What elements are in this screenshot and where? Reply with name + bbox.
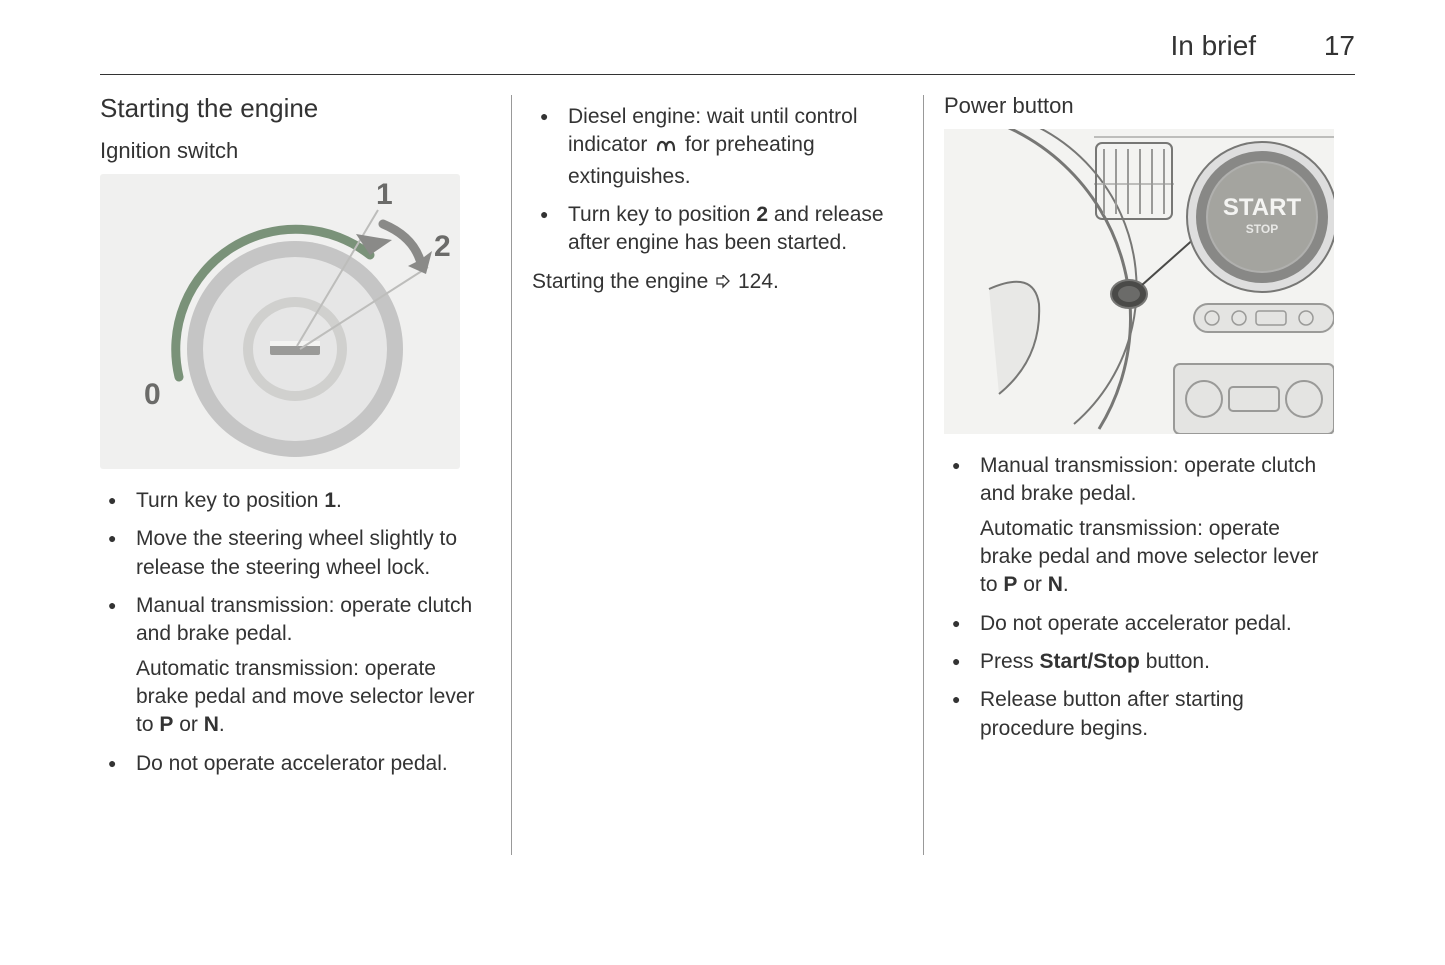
stop-label: STOP bbox=[1246, 222, 1278, 236]
label-2: 2 bbox=[434, 230, 451, 263]
label-0: 0 bbox=[144, 378, 161, 411]
list-item: Manual transmission: operate clutch and … bbox=[944, 452, 1335, 600]
preheat-icon bbox=[655, 134, 677, 162]
column-2: Diesel engine: wait until control indica… bbox=[512, 93, 923, 855]
list-item: Press Start/Stop button. bbox=[944, 648, 1335, 676]
cross-ref-starting-engine: Starting the engine 124. bbox=[532, 268, 923, 296]
list-item: Do not operate accelerator pedal. bbox=[100, 750, 491, 778]
subheading-power-button: Power button bbox=[944, 93, 1335, 119]
list-item: Turn key to position 1. bbox=[100, 487, 491, 515]
heading-starting-engine: Starting the engine bbox=[100, 93, 491, 124]
list-item: Do not operate accelerator pedal. bbox=[944, 610, 1335, 638]
start-label: START bbox=[1223, 194, 1302, 221]
figure-power-button: START STOP bbox=[944, 129, 1334, 434]
column-3: Power button bbox=[924, 93, 1355, 855]
list-ignition-steps-continued: Diesel engine: wait until control indica… bbox=[532, 103, 923, 258]
list-item: Release button after starting procedure … bbox=[944, 686, 1335, 743]
page-header: In brief 17 bbox=[100, 30, 1355, 75]
page-number: 17 bbox=[1324, 30, 1355, 61]
section-name: In brief bbox=[1170, 30, 1256, 61]
list-item: Turn key to position 2 and release after… bbox=[532, 201, 923, 258]
list-item-sub: Automatic transmission: operate brake pe… bbox=[980, 515, 1335, 600]
list-item: Diesel engine: wait until control indica… bbox=[532, 103, 923, 191]
list-power-button-steps: Manual transmission: operate clutch and … bbox=[944, 452, 1335, 743]
figure-ignition-switch: 0 1 2 bbox=[100, 174, 460, 469]
subheading-ignition-switch: Ignition switch bbox=[100, 138, 491, 164]
label-1: 1 bbox=[376, 178, 393, 211]
list-ignition-steps: Turn key to position 1. Move the steering… bbox=[100, 487, 491, 778]
crossref-icon bbox=[716, 275, 730, 289]
list-item: Manual transmission: operate clutch and … bbox=[100, 592, 491, 740]
list-item-sub: Automatic transmission: operate brake pe… bbox=[136, 655, 491, 740]
list-item: Move the steering wheel slightly to rele… bbox=[100, 525, 491, 582]
column-1: Starting the engine Ignition switch bbox=[100, 93, 511, 855]
